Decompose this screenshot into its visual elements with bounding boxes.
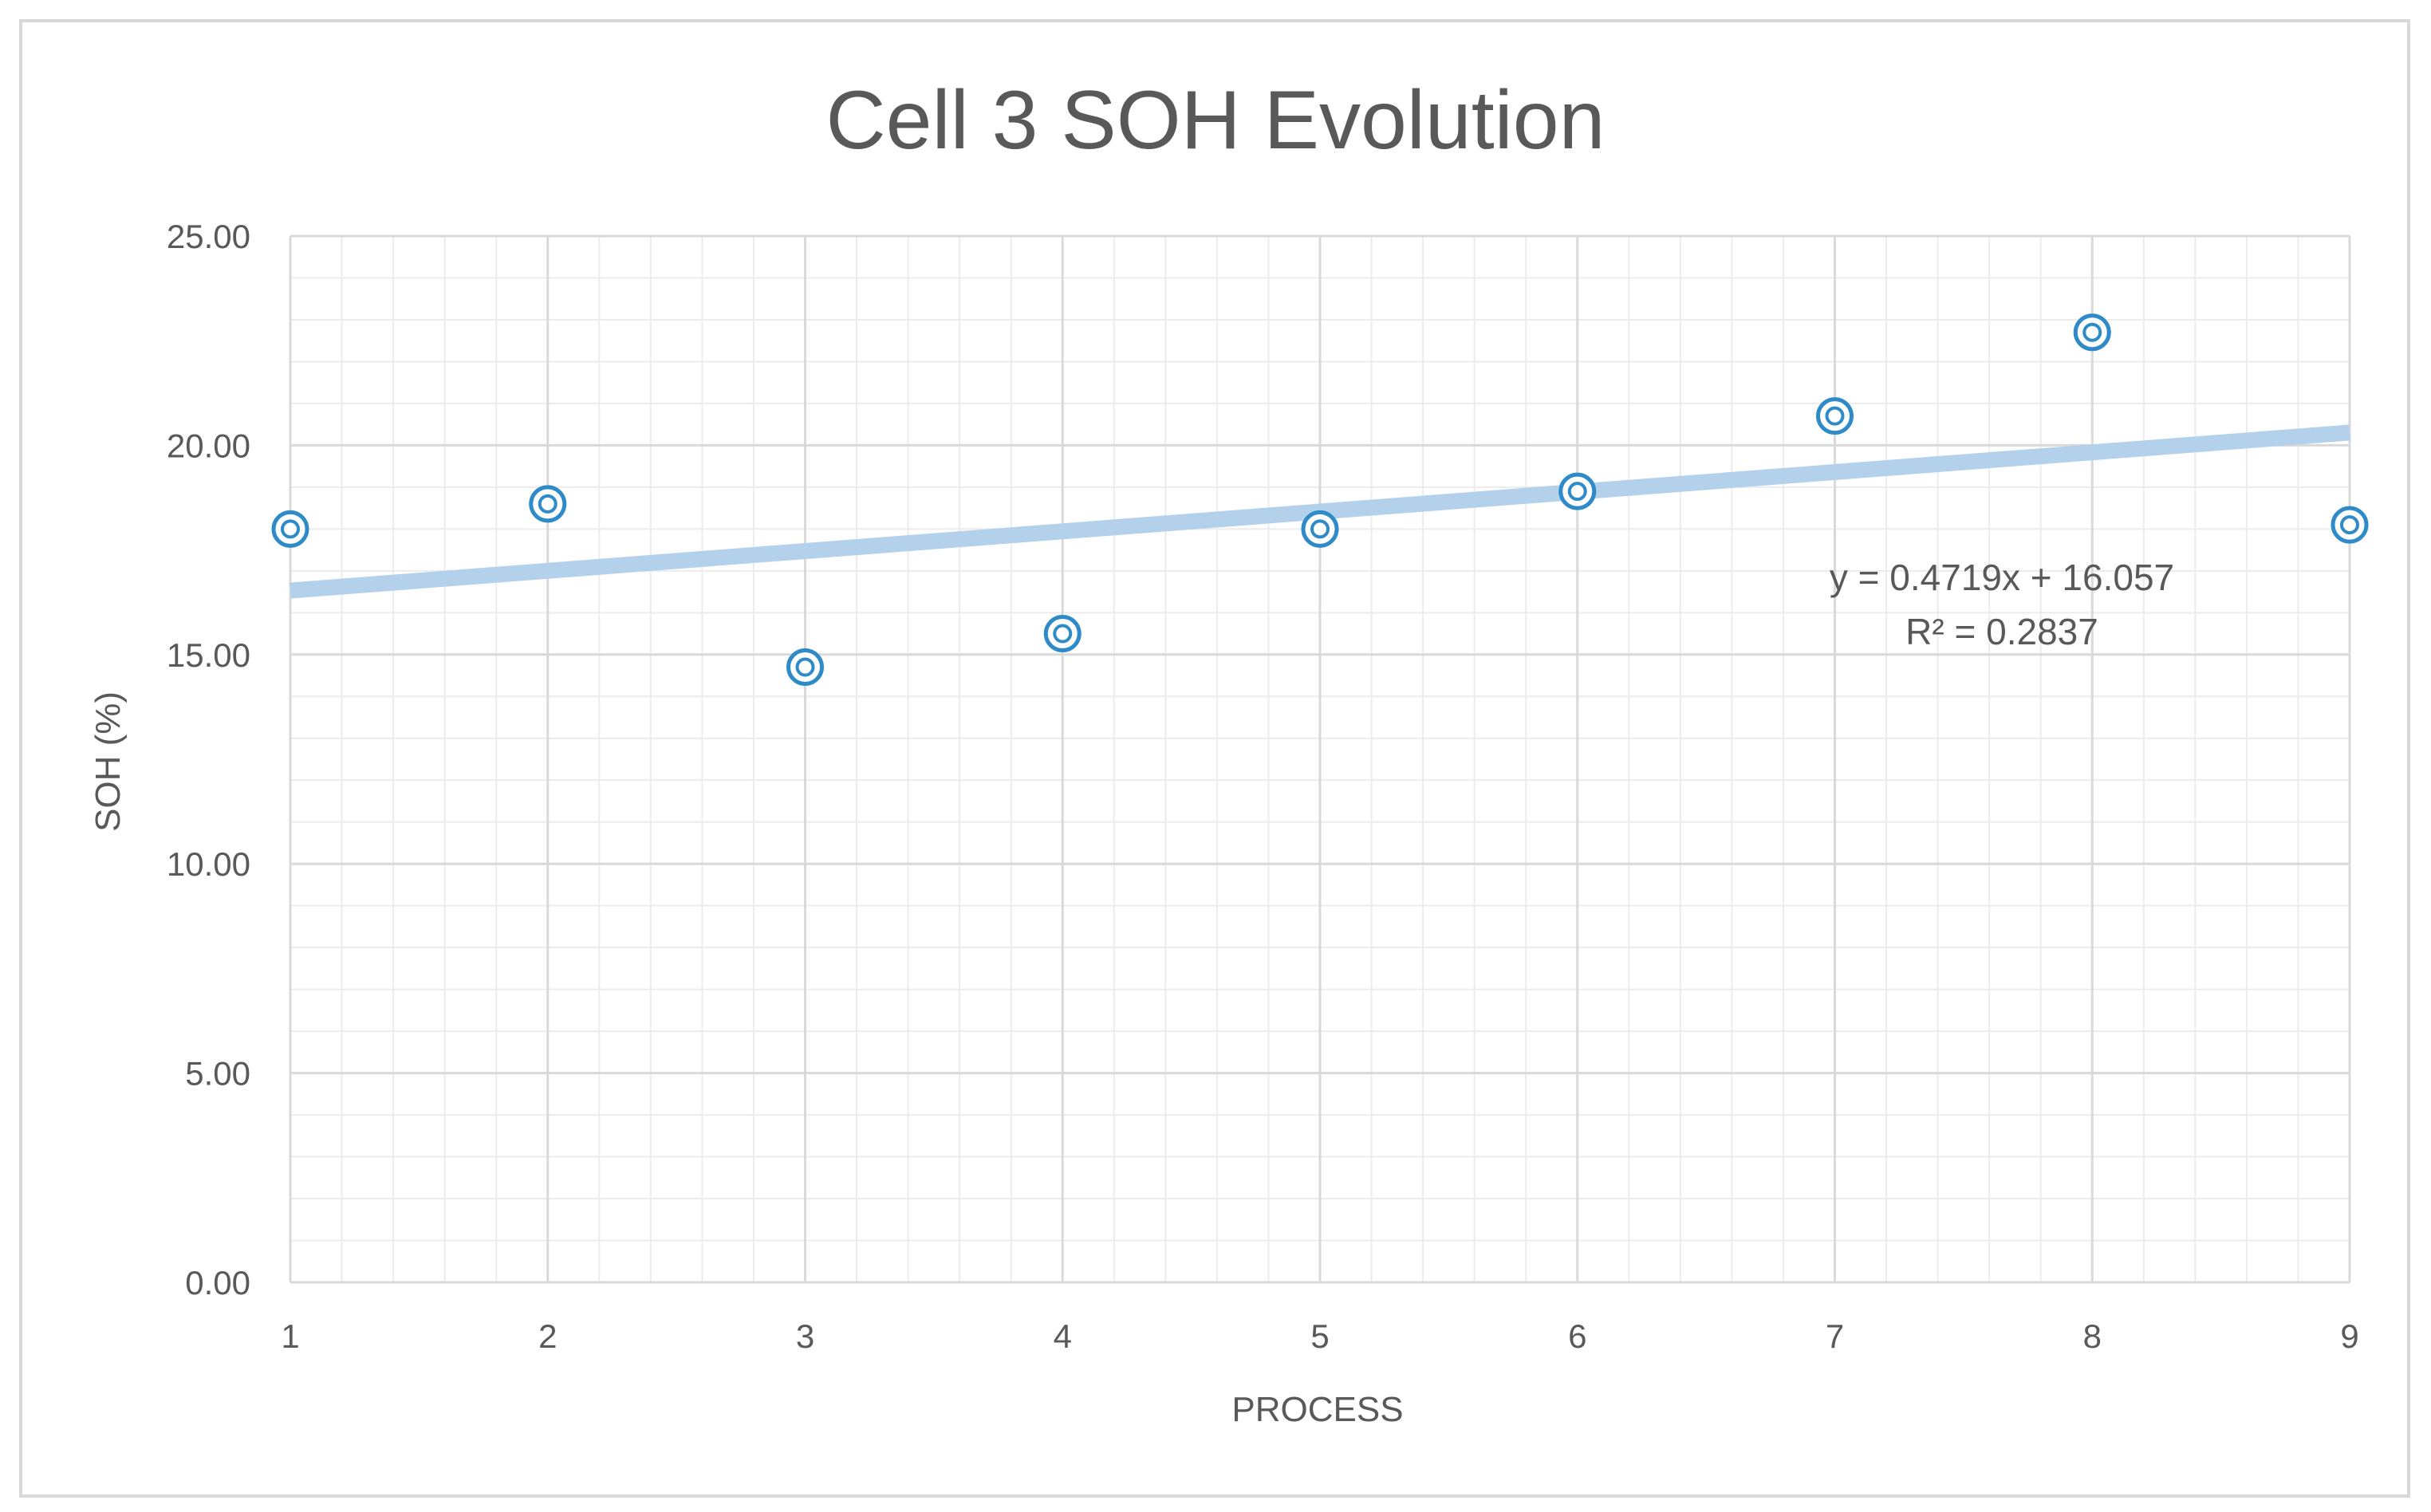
data-point — [2331, 506, 2369, 544]
data-point-outer-ring — [2331, 506, 2369, 544]
axis-ticks: 0.00 5.00 10.00 15.00 20.00 25.00 1 2 3 4 5 6 7 8 9 — [167, 218, 2359, 1355]
data-point-inner-ring — [2082, 322, 2102, 342]
data-point — [1558, 472, 1597, 510]
data-point-inner-ring — [2340, 515, 2359, 535]
data-point-outer-ring — [271, 510, 309, 548]
data-point-inner-ring — [538, 494, 558, 514]
data-point — [2073, 313, 2111, 352]
chart-title: Cell 3 SOH Evolution — [826, 74, 1606, 167]
data-point — [1043, 615, 1082, 653]
data-point-inner-ring — [281, 519, 300, 539]
data-point-inner-ring — [1310, 519, 1330, 539]
data-point — [271, 510, 309, 548]
y-axis-title: SOH (%) — [89, 691, 128, 832]
x-tick-label: 7 — [1826, 1317, 1844, 1355]
x-axis-title: PROCESS — [1231, 1390, 1403, 1429]
x-tick-label: 5 — [1310, 1317, 1329, 1355]
x-tick-label: 6 — [1568, 1317, 1586, 1355]
data-point-outer-ring — [1558, 472, 1597, 510]
data-point — [529, 485, 567, 523]
data-point-inner-ring — [1825, 406, 1845, 426]
data-point-outer-ring — [1816, 397, 1854, 435]
y-tick-label: 5.00 — [185, 1055, 250, 1093]
chart-frame — [19, 19, 2410, 1498]
data-point-outer-ring — [786, 648, 824, 687]
y-tick-label: 15.00 — [167, 636, 250, 674]
y-tick-label: 0.00 — [185, 1264, 250, 1301]
data-point-inner-ring — [1567, 482, 1587, 502]
trendline-equation: y = 0.4719x + 16.057 — [1830, 557, 2174, 598]
x-tick-label: 4 — [1054, 1317, 1072, 1355]
data-points — [271, 313, 2369, 687]
x-tick-label: 9 — [2340, 1317, 2358, 1355]
x-tick-label: 1 — [281, 1317, 299, 1355]
data-point — [1301, 510, 1339, 548]
data-point-outer-ring — [1301, 510, 1339, 548]
data-point — [1816, 397, 1854, 435]
y-tick-label: 20.00 — [167, 427, 250, 464]
data-point-outer-ring — [2073, 313, 2111, 352]
data-point-outer-ring — [529, 485, 567, 523]
grid — [289, 234, 2351, 1284]
data-point-inner-ring — [795, 657, 815, 677]
data-point-outer-ring — [1043, 615, 1082, 653]
x-tick-label: 2 — [538, 1317, 557, 1355]
data-point-inner-ring — [1053, 624, 1073, 644]
y-tick-label: 25.00 — [167, 218, 250, 255]
x-tick-label: 3 — [796, 1317, 814, 1355]
y-tick-label: 10.00 — [167, 845, 250, 883]
x-tick-label: 8 — [2083, 1317, 2102, 1355]
data-point — [786, 648, 824, 687]
trendline-r-squared: R² = 0.2837 — [1905, 611, 2098, 652]
